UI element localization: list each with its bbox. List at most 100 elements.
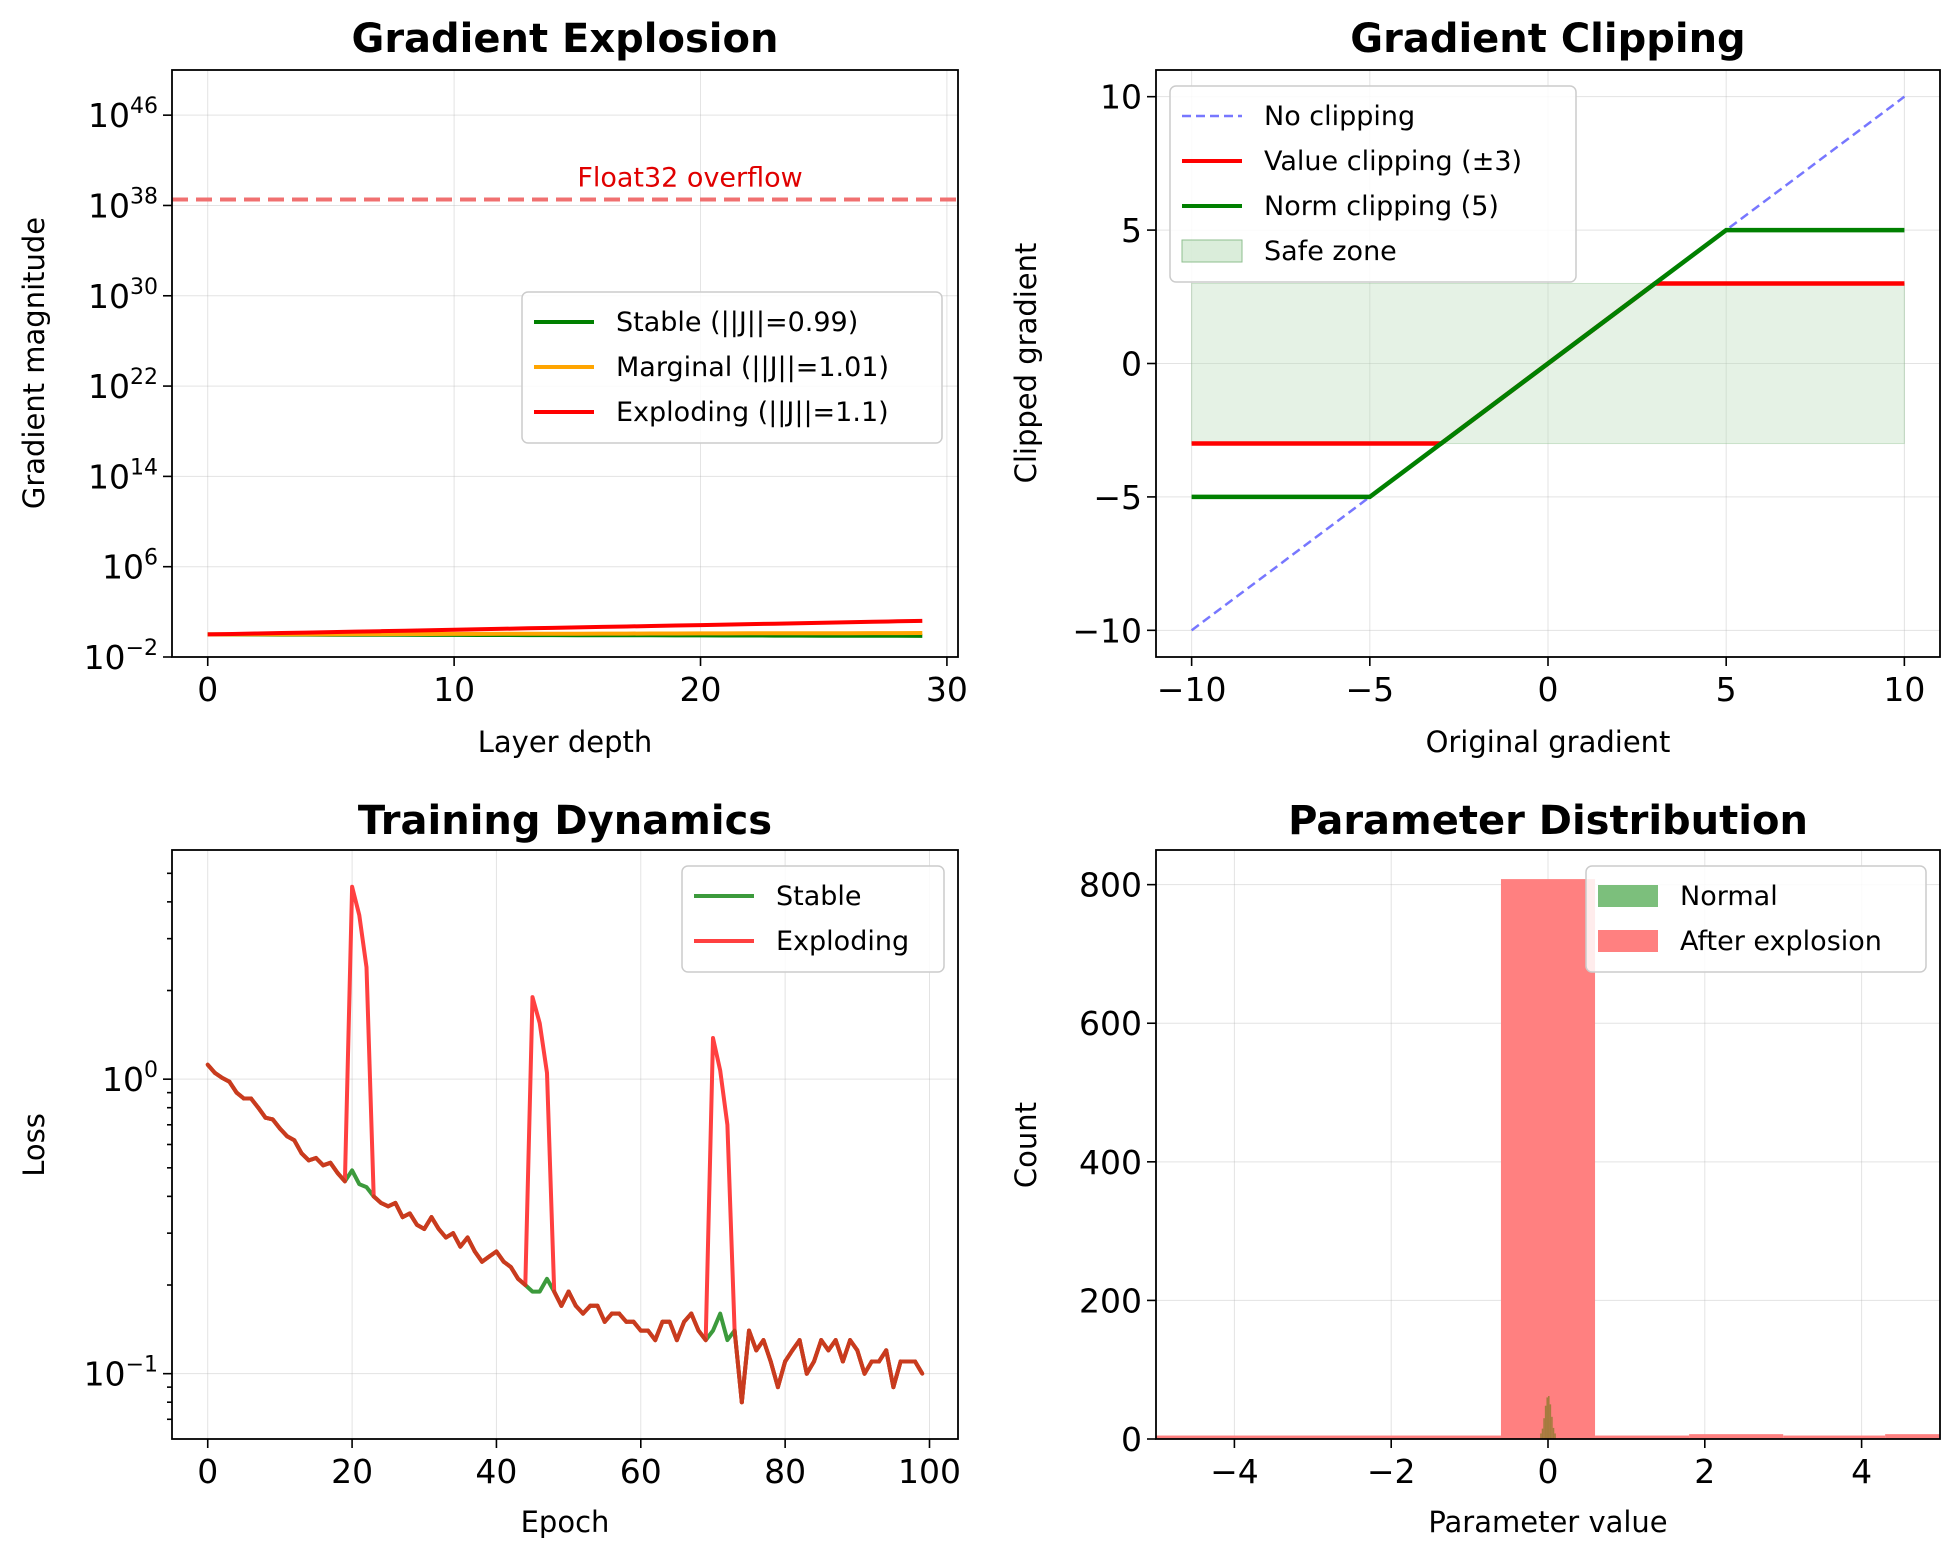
x-axis-label: Original gradient bbox=[1426, 725, 1671, 759]
x-tick-label: −4 bbox=[1210, 1452, 1259, 1491]
overlap-segment bbox=[472, 1249, 484, 1264]
x-axis-label: Layer depth bbox=[478, 725, 652, 759]
x-tick-label: −2 bbox=[1367, 1452, 1416, 1491]
histogram-bar-explosion bbox=[1595, 1435, 1690, 1439]
tick-label-exponent: −1 bbox=[126, 1353, 158, 1378]
series-line-1 bbox=[207, 631, 923, 637]
legend: No clipping Value clipping (±3) Norm clipp… bbox=[1169, 85, 1577, 283]
overlap-segment bbox=[739, 1328, 752, 1405]
panel-parameter-distribution: Parameter Distribution −4 −2 0 2 4 0 200 400 600… bbox=[1009, 798, 1941, 1539]
tick-label-base: 10 bbox=[84, 1355, 126, 1394]
overlap-segment bbox=[674, 1319, 687, 1343]
y-tick-label: 0 bbox=[1121, 1420, 1142, 1459]
overlap-segment bbox=[812, 1338, 824, 1364]
histogram-bar-normal bbox=[1552, 1427, 1555, 1439]
overlap-segment bbox=[689, 1311, 701, 1333]
y-tick-label: 400 bbox=[1079, 1143, 1142, 1182]
legend-box bbox=[521, 291, 943, 444]
series-line-2 bbox=[1191, 227, 1905, 500]
legend: Stable Exploding bbox=[681, 865, 945, 973]
panel-gradient-clipping: Gradient Clipping −10 −5 0 5 10 −10 −5 0 5 10 Ori… bbox=[1009, 16, 1941, 759]
y-tick-label: 1014 bbox=[88, 455, 158, 496]
x-tick-label: 40 bbox=[475, 1452, 517, 1491]
overlap-segment bbox=[407, 1211, 420, 1227]
x-tick-label: 0 bbox=[1538, 1452, 1559, 1491]
y-tick-label: 800 bbox=[1079, 866, 1142, 905]
overlap-segment bbox=[653, 1319, 665, 1343]
chart-title: Gradient Clipping bbox=[1350, 16, 1745, 62]
tick-label-exponent: 38 bbox=[130, 184, 158, 209]
overlap-segment bbox=[595, 1303, 607, 1324]
series-line-2 bbox=[207, 618, 923, 637]
x-tick-label: 20 bbox=[331, 1452, 373, 1491]
x-tick-label: 30 bbox=[926, 670, 968, 709]
x-tick-label: 0 bbox=[1538, 670, 1559, 709]
legend-entry: Marginal (||J||=1.01) bbox=[616, 352, 889, 383]
overlap-segment bbox=[422, 1215, 434, 1231]
tick-label-base: 10 bbox=[102, 1060, 144, 1099]
y-axis-label: Count bbox=[1009, 1102, 1043, 1188]
tick-label-exponent: 30 bbox=[130, 275, 158, 300]
overlap-segment bbox=[335, 1171, 347, 1184]
x-axis-label: Epoch bbox=[521, 1505, 610, 1539]
y-tick-label: 10 bbox=[1100, 78, 1142, 117]
overlap-segment bbox=[768, 1359, 780, 1390]
y-tick-label: 1022 bbox=[88, 365, 158, 406]
legend-entry: Value clipping (±3) bbox=[1264, 146, 1522, 177]
overlap-segment bbox=[508, 1265, 521, 1281]
overlap-segment bbox=[855, 1348, 867, 1376]
y-tick-label: 100 bbox=[102, 1058, 158, 1099]
legend-entry: Stable (||J||=0.99) bbox=[616, 307, 858, 338]
x-tick-label: 5 bbox=[1716, 670, 1737, 709]
overlap-segment bbox=[783, 1348, 795, 1364]
y-tick-label: 5 bbox=[1121, 211, 1142, 250]
overlap-segment bbox=[775, 1359, 788, 1390]
tick-label-exponent: −2 bbox=[126, 636, 158, 661]
tick-label-base: 10 bbox=[88, 367, 130, 406]
chart-title: Gradient Explosion bbox=[352, 16, 779, 62]
tick-label-exponent: 22 bbox=[130, 365, 158, 390]
x-tick-label: 100 bbox=[898, 1452, 961, 1491]
histogram-bar-normal bbox=[1551, 1416, 1553, 1439]
x-tick-label: −10 bbox=[1157, 670, 1227, 709]
legend-swatch bbox=[1598, 930, 1658, 952]
x-tick-label: 10 bbox=[1883, 670, 1925, 709]
y-tick-label: 10−1 bbox=[84, 1353, 158, 1394]
overlap-segment bbox=[552, 1289, 564, 1308]
y-tick-label: 600 bbox=[1079, 1004, 1142, 1043]
histogram-bar-normal bbox=[1540, 1433, 1542, 1439]
y-tick-label: 1038 bbox=[88, 184, 158, 225]
overlap-segment bbox=[451, 1231, 463, 1249]
overlap-segment bbox=[732, 1328, 744, 1405]
y-tick-label: 10−2 bbox=[84, 636, 158, 677]
plot-frame bbox=[171, 69, 959, 658]
tick-label-base: 10 bbox=[88, 96, 130, 135]
x-tick-label: 2 bbox=[1694, 1452, 1715, 1491]
histogram-bar-normal bbox=[1546, 1397, 1548, 1439]
overlap-segment bbox=[227, 1079, 239, 1095]
overlap-segment bbox=[833, 1338, 845, 1364]
x-tick-label: 0 bbox=[197, 670, 218, 709]
legend-entry: Safe zone bbox=[1264, 236, 1397, 267]
x-tick-label: 20 bbox=[680, 670, 722, 709]
legend-entry: Norm clipping (5) bbox=[1264, 191, 1499, 222]
y-tick-label: 0 bbox=[1121, 345, 1142, 384]
overlap-segment bbox=[292, 1138, 304, 1156]
overlap-segment bbox=[256, 1105, 268, 1120]
overlap-segment bbox=[393, 1200, 405, 1220]
histogram-bar-explosion bbox=[1156, 1435, 1501, 1439]
chart-title: Parameter Distribution bbox=[1288, 798, 1808, 844]
tick-label-exponent: 46 bbox=[130, 94, 158, 119]
tick-label-base: 10 bbox=[88, 186, 130, 225]
overlap-segment bbox=[566, 1289, 578, 1308]
legend-entry: No clipping bbox=[1264, 101, 1415, 132]
histogram-bar-explosion bbox=[1689, 1434, 1784, 1439]
legend-entry: Exploding (||J||=1.1) bbox=[616, 397, 889, 428]
tick-label-exponent: 6 bbox=[144, 546, 158, 571]
legend-entry: Stable bbox=[776, 881, 862, 912]
legend-box bbox=[681, 865, 945, 973]
legend-box bbox=[1169, 85, 1577, 283]
y-tick-label: 200 bbox=[1079, 1281, 1142, 1320]
